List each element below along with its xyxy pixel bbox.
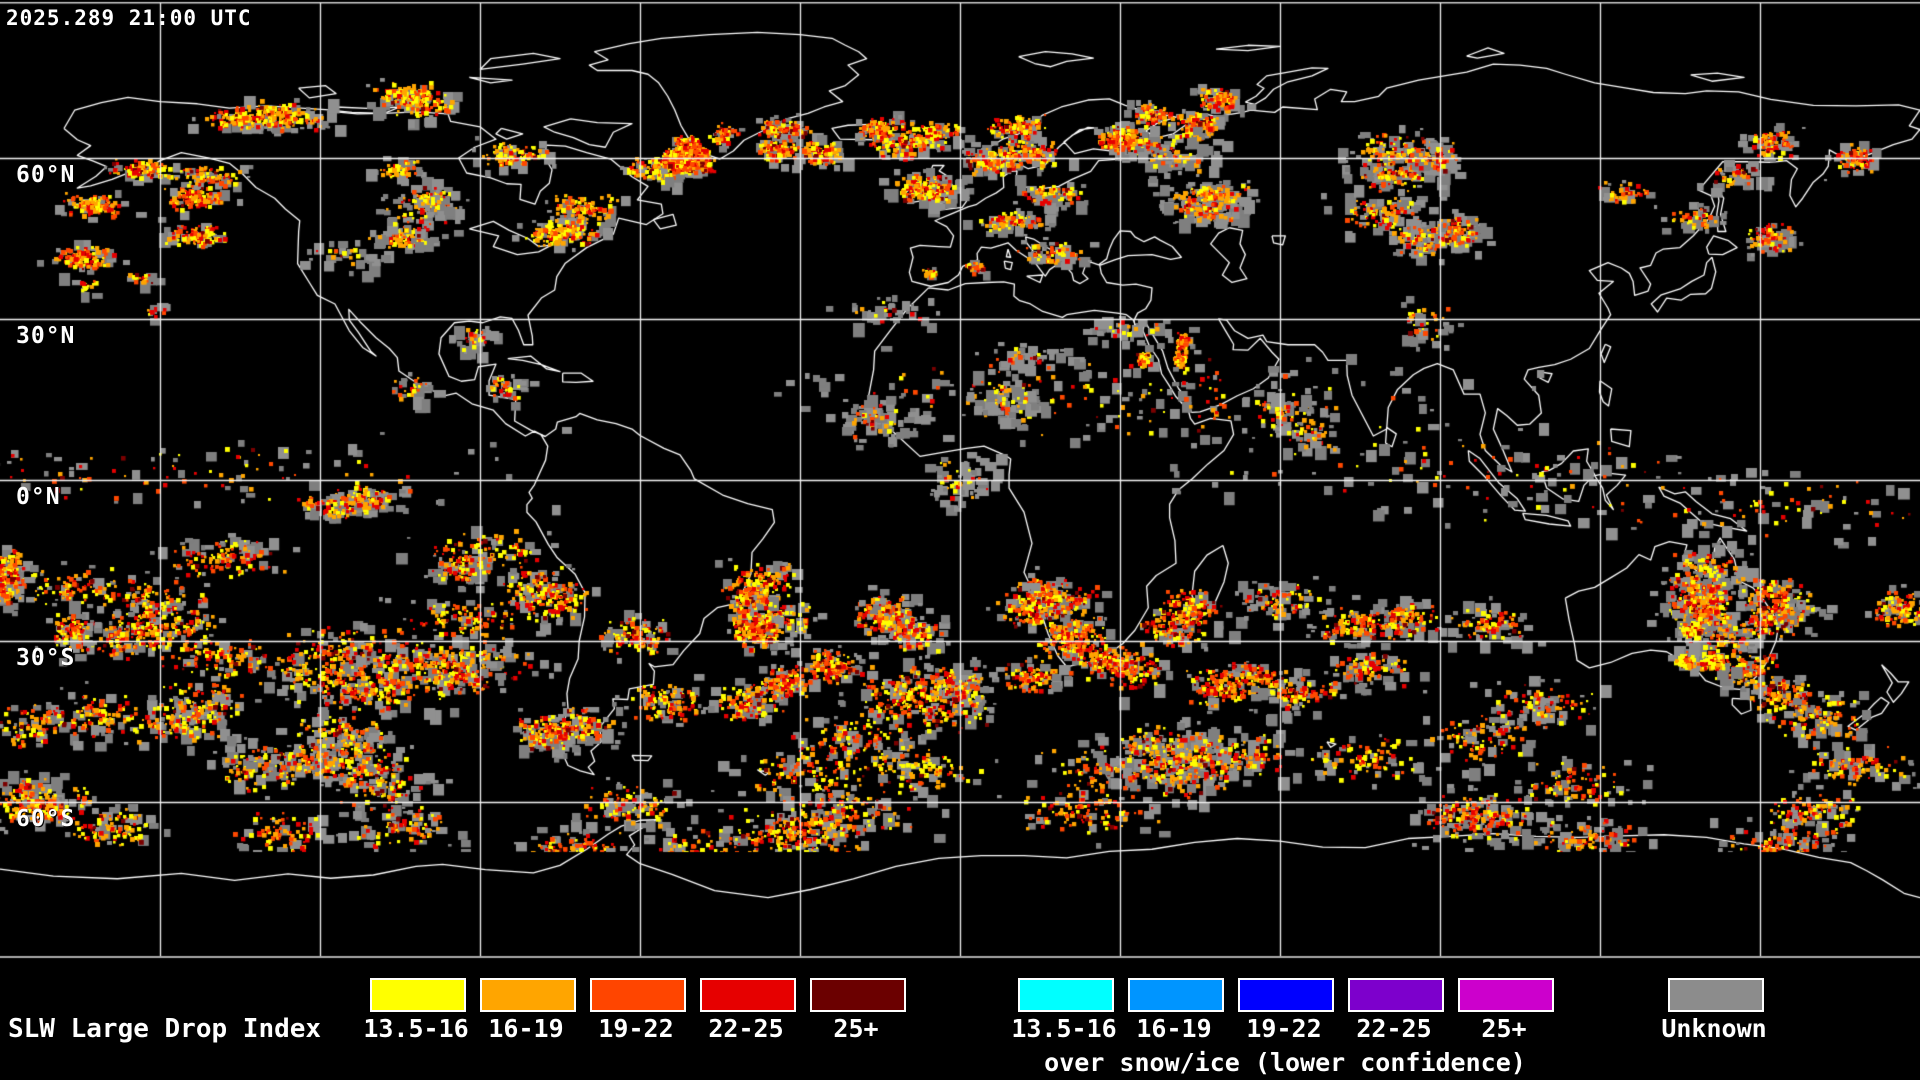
legend-label-slw-large-drop-index-13.5-16: 13.5-16	[363, 1014, 469, 1043]
legend: SLW Large Drop Index 13.5-16 16-19 19-22 22…	[0, 960, 1920, 1080]
legend-swatch-slw-large-drop-index-13.5-16	[370, 978, 466, 1012]
legend-swatch-slw-large-drop-index-19-22	[590, 978, 686, 1012]
legend-swatch-over-snow-ice-19-22	[1238, 978, 1334, 1012]
world-map-canvas	[0, 0, 1920, 960]
legend-label-slw-large-drop-index-25+: 25+	[833, 1014, 879, 1043]
legend-swatch-over-snow-ice-22-25	[1348, 978, 1444, 1012]
legend-swatch-slw-large-drop-index-25+	[810, 978, 906, 1012]
lat-label-60n: 60°N	[16, 162, 76, 188]
legend-swatch-slw-large-drop-index-22-25	[700, 978, 796, 1012]
legend-swatch-over-snow-ice-25+	[1458, 978, 1554, 1012]
legend-label-slw-large-drop-index-19-22: 19-22	[598, 1014, 674, 1043]
legend-title: SLW Large Drop Index	[8, 1014, 322, 1044]
legend-snow-ice-subtitle: over snow/ice (lower confidence)	[1044, 1048, 1526, 1077]
legend-label-over-snow-ice-25+: 25+	[1481, 1014, 1527, 1043]
lat-label-0n: 0°N	[16, 484, 61, 510]
legend-swatch-over-snow-ice-16-19	[1128, 978, 1224, 1012]
legend-label-slw-large-drop-index-16-19: 16-19	[488, 1014, 564, 1043]
legend-label-unknown-Unknown: Unknown	[1661, 1014, 1767, 1043]
timestamp: 2025.289 21:00 UTC	[6, 6, 252, 30]
lat-label-30s: 30°S	[16, 645, 76, 671]
legend-swatch-unknown-Unknown	[1668, 978, 1764, 1012]
legend-label-slw-large-drop-index-22-25: 22-25	[708, 1014, 784, 1043]
legend-label-over-snow-ice-19-22: 19-22	[1246, 1014, 1322, 1043]
legend-label-over-snow-ice-13.5-16: 13.5-16	[1011, 1014, 1117, 1043]
lat-label-30n: 30°N	[16, 323, 76, 349]
legend-swatch-over-snow-ice-13.5-16	[1018, 978, 1114, 1012]
legend-label-over-snow-ice-16-19: 16-19	[1136, 1014, 1212, 1043]
legend-swatch-slw-large-drop-index-16-19	[480, 978, 576, 1012]
legend-label-over-snow-ice-22-25: 22-25	[1356, 1014, 1432, 1043]
lat-label-60s: 60°S	[16, 806, 76, 832]
